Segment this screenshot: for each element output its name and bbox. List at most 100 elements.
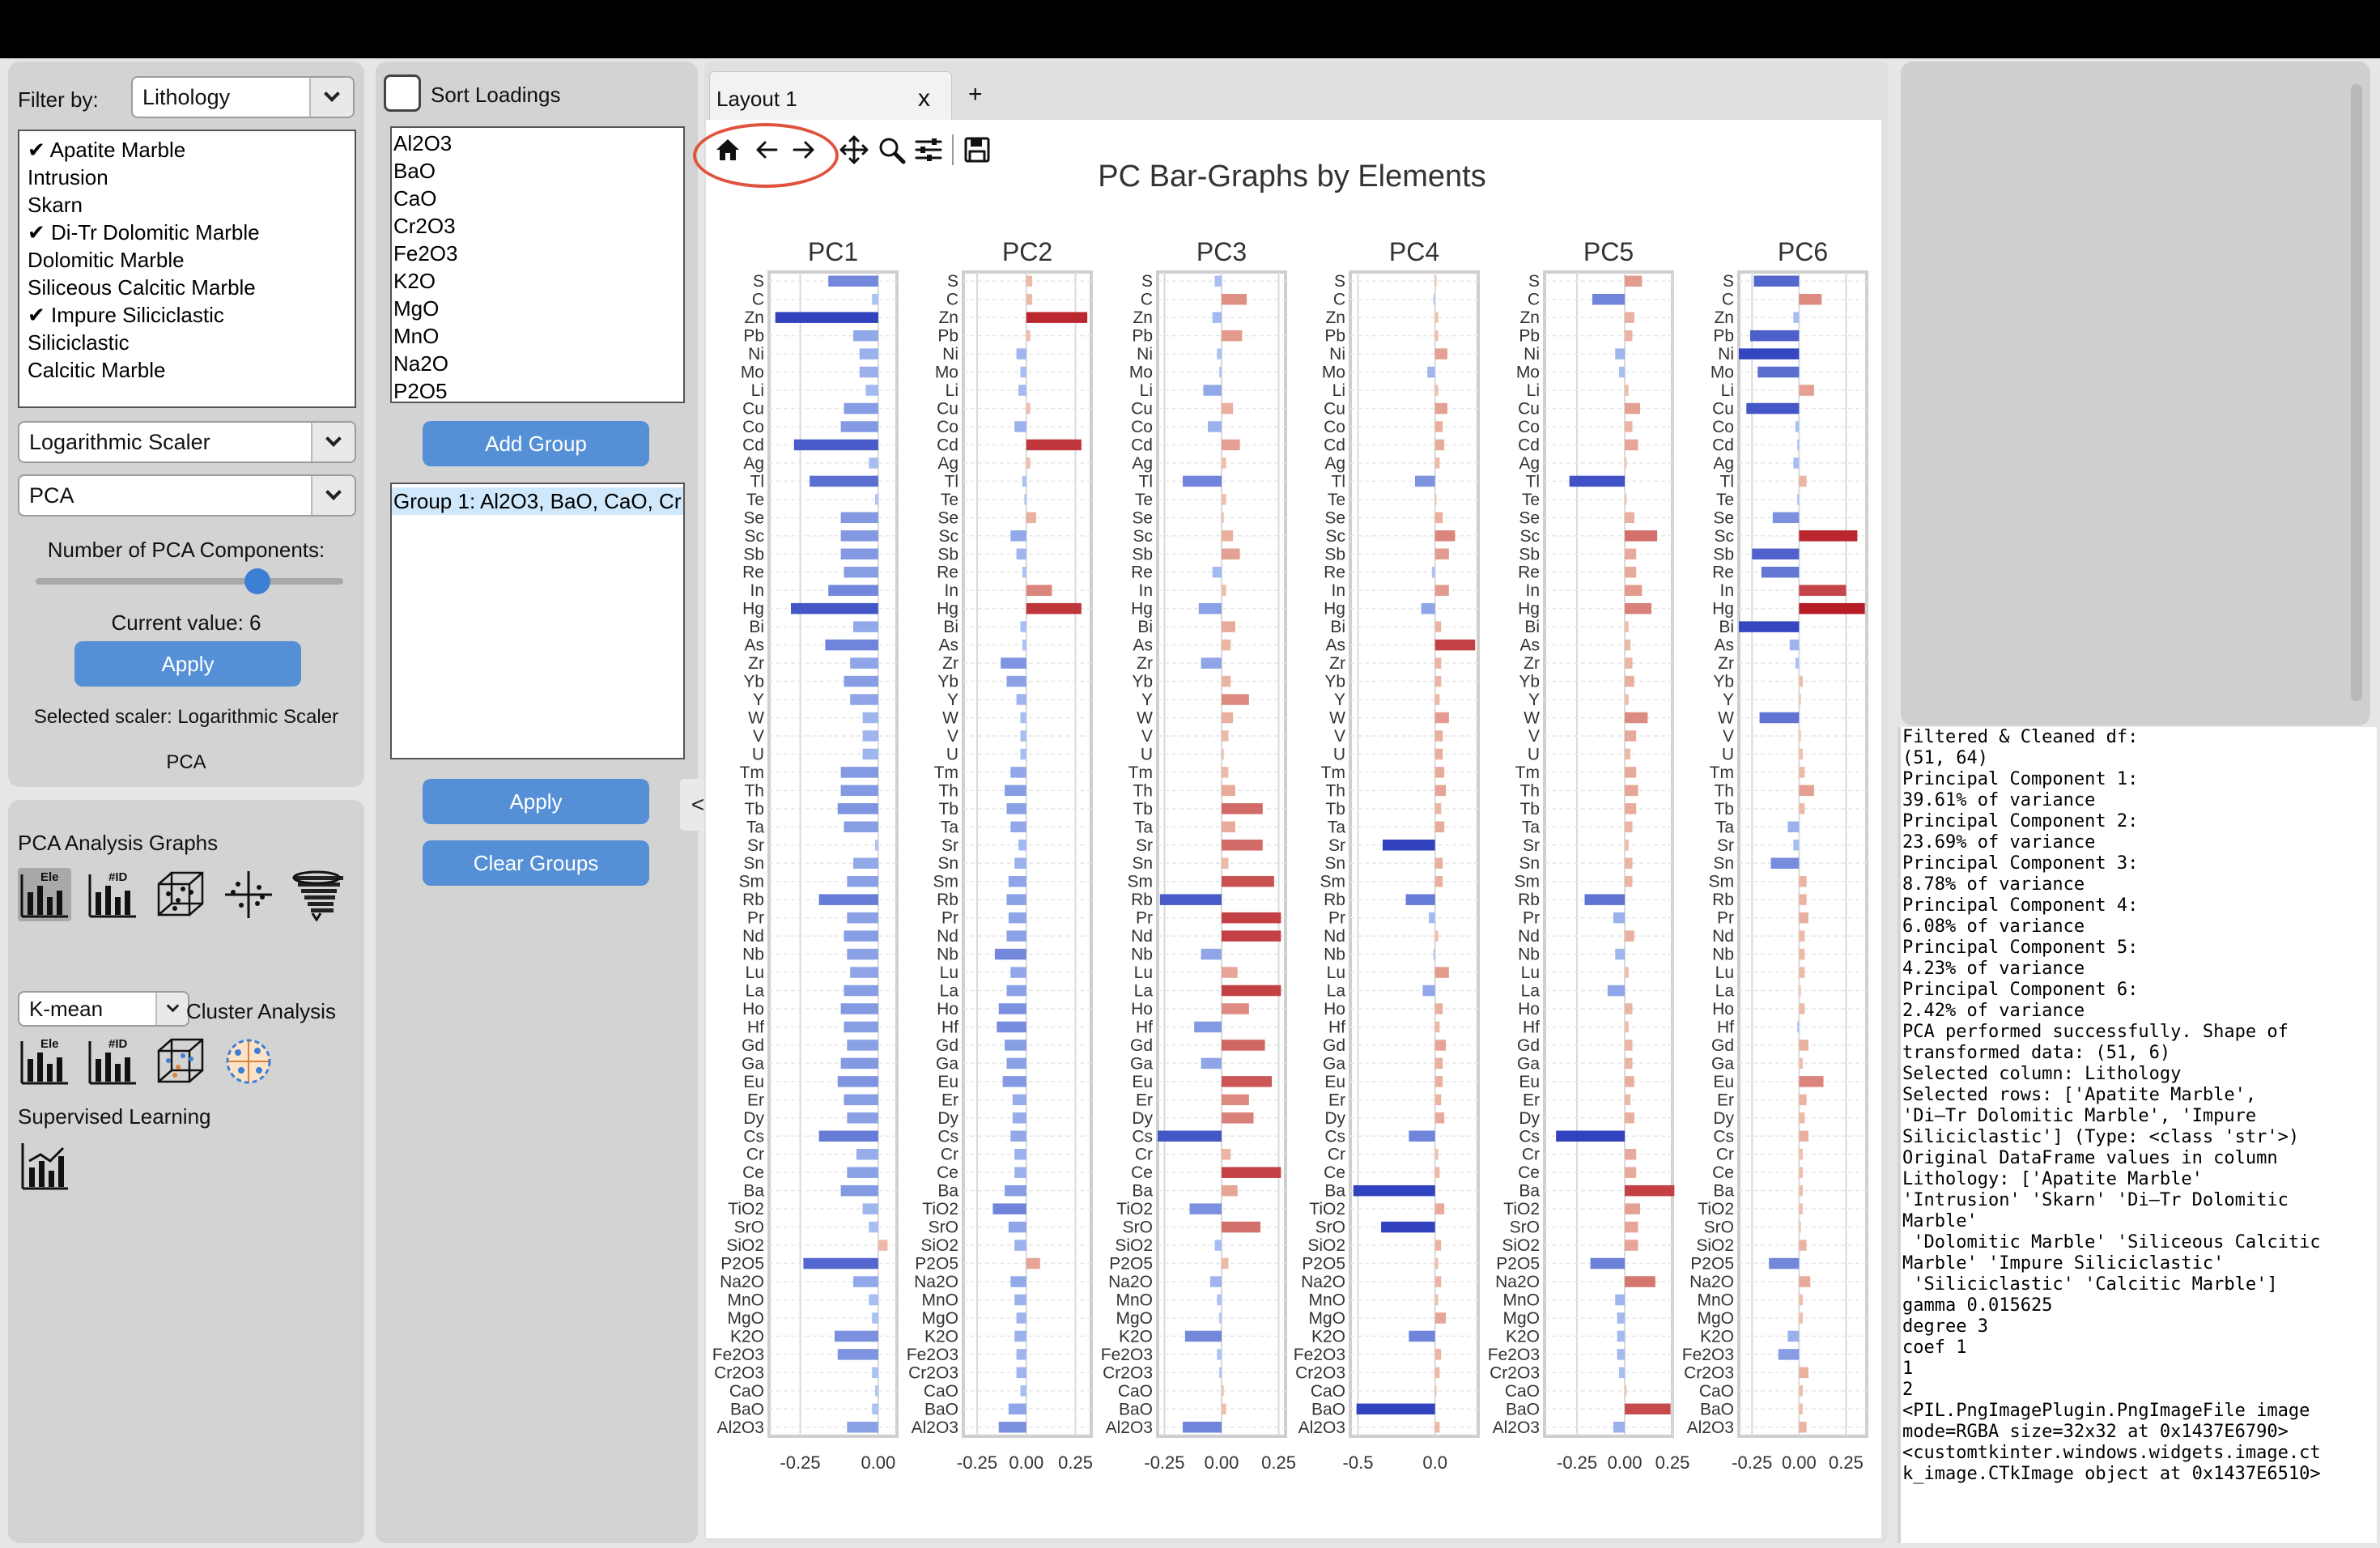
- cluster-cube-icon[interactable]: [154, 1035, 207, 1088]
- filter-select[interactable]: Lithology: [131, 76, 355, 118]
- bar: [1014, 1167, 1026, 1178]
- clear-groups-button[interactable]: Clear Groups: [423, 840, 649, 886]
- add-tab-button[interactable]: +: [968, 81, 983, 108]
- tab-layout-1[interactable]: Layout 1 x: [709, 71, 952, 120]
- bar: [992, 1203, 1026, 1214]
- y-tick-label: Ag: [1324, 454, 1345, 473]
- sort-loadings-checkbox[interactable]: [384, 74, 421, 112]
- right-scrollbar[interactable]: [2351, 84, 2362, 701]
- oxide-item[interactable]: P2O5: [393, 379, 448, 403]
- lithology-item[interactable]: Siliciclastic: [19, 329, 355, 356]
- element-bar-chart-icon[interactable]: Ele: [18, 868, 71, 921]
- y-tick-label: Ga: [1517, 1054, 1540, 1073]
- y-tick-label: Hf: [1136, 1018, 1153, 1036]
- add-group-button[interactable]: Add Group: [423, 421, 649, 466]
- bar: [1799, 694, 1801, 705]
- y-tick-label: Li: [1332, 381, 1345, 400]
- lithology-listbox[interactable]: ✔ Apatite Marble Intrusion Skarn ✔ Di-Tr Do…: [18, 130, 356, 408]
- id-bar-chart-icon[interactable]: #ID: [86, 868, 139, 921]
- bar: [1434, 1257, 1439, 1269]
- lithology-item[interactable]: ✔ Di-Tr Dolomitic Marble: [19, 219, 355, 246]
- y-tick-label: Gd: [1517, 1036, 1540, 1055]
- checkmark-icon: ✔: [28, 220, 52, 245]
- lithology-item[interactable]: Skarn: [19, 191, 355, 219]
- y-tick-label: S: [753, 272, 764, 291]
- chevron-down-icon[interactable]: [311, 476, 355, 515]
- lithology-item[interactable]: ✔ Impure Siliciclastic: [19, 301, 355, 329]
- y-tick-label: Y: [1528, 691, 1540, 709]
- group-listbox[interactable]: Group 1: Al2O3, BaO, CaO, Cr: [390, 483, 685, 759]
- y-tick-label: U: [1333, 745, 1345, 763]
- scatter-cube-icon[interactable]: [154, 868, 207, 921]
- bar: [1222, 530, 1234, 542]
- group-item[interactable]: Group 1: Al2O3, BaO, CaO, Cr: [392, 487, 683, 515]
- tab-close-icon[interactable]: x: [918, 85, 930, 112]
- apply-components-button[interactable]: Apply: [74, 641, 301, 687]
- cluster-id-bar-icon[interactable]: #ID: [86, 1035, 139, 1088]
- y-tick-label: Na2O: [1108, 1273, 1153, 1291]
- oxide-item[interactable]: Na2O: [393, 351, 448, 376]
- scree-tornado-icon[interactable]: [290, 868, 343, 922]
- bar: [998, 1003, 1026, 1014]
- y-tick-label: La: [1521, 982, 1541, 1001]
- components-slider-track[interactable]: [36, 578, 343, 585]
- y-tick-label: Re: [1324, 563, 1345, 582]
- oxide-item[interactable]: K2O: [393, 269, 436, 293]
- lithology-item[interactable]: Siliceous Calcitic Marble: [19, 274, 355, 301]
- lithology-item[interactable]: Dolomitic Marble: [19, 246, 355, 274]
- bar: [1010, 821, 1026, 833]
- biplot-crosshair-icon[interactable]: [222, 868, 275, 921]
- console-line: gamma 0.015625: [1902, 1295, 2053, 1316]
- bar: [1001, 657, 1026, 669]
- bar: [1222, 1040, 1265, 1051]
- chevron-down-icon[interactable]: [311, 423, 355, 461]
- y-tick-label: As: [938, 636, 958, 655]
- subplot-title: PC5: [1583, 237, 1634, 266]
- cluster-element-bar-icon[interactable]: Ele: [18, 1035, 71, 1088]
- oxide-item[interactable]: CaO: [393, 186, 437, 211]
- scaler-select[interactable]: Logarithmic Scaler: [18, 421, 356, 463]
- y-tick-label: Eu: [1713, 1073, 1734, 1091]
- y-tick-label: Eu: [1132, 1073, 1153, 1091]
- lithology-item[interactable]: Calcitic Marble: [19, 356, 355, 384]
- bar: [850, 967, 878, 978]
- chevron-down-icon[interactable]: [155, 993, 188, 1025]
- bar: [1222, 293, 1247, 305]
- oxide-item[interactable]: MnO: [393, 324, 440, 348]
- apply-groups-button[interactable]: Apply: [423, 779, 649, 824]
- lithology-item[interactable]: Intrusion: [19, 164, 355, 191]
- lithology-item[interactable]: ✔ Apatite Marble: [19, 136, 355, 164]
- cluster-select[interactable]: K-mean: [18, 991, 189, 1027]
- bar: [840, 530, 878, 542]
- y-tick-label: Ho: [742, 1000, 764, 1019]
- supervised-chart-icon[interactable]: [18, 1140, 71, 1193]
- y-tick-label: Pr: [1717, 909, 1734, 928]
- oxide-item[interactable]: Al2O3: [393, 131, 453, 155]
- method-select[interactable]: PCA: [18, 474, 356, 517]
- y-tick-label: Hf: [1328, 1018, 1345, 1036]
- y-tick-label: Al2O3: [1106, 1418, 1153, 1437]
- oxide-item[interactable]: MgO: [393, 296, 440, 321]
- pan-icon[interactable]: [835, 131, 873, 168]
- zoom-icon[interactable]: [873, 131, 910, 168]
- bar: [844, 985, 878, 997]
- bar: [1353, 1184, 1435, 1197]
- components-slider-knob[interactable]: [244, 568, 270, 594]
- y-tick-label: W: [1718, 708, 1734, 727]
- oxide-item[interactable]: Fe2O3: [393, 241, 458, 266]
- y-tick-label: In: [1525, 581, 1540, 600]
- filter-panel: Filter by: Lithology ✔ Apatite Marble Int…: [8, 62, 364, 787]
- bar: [1625, 530, 1658, 542]
- chevron-down-icon[interactable]: [309, 78, 353, 117]
- bar: [1189, 1203, 1222, 1214]
- bar: [1752, 548, 1800, 560]
- oxide-listbox[interactable]: Al2O3 BaO CaO Cr2O3 Fe2O3 K2O MgO MnO Na2O P2O5: [390, 126, 685, 403]
- bar: [1020, 621, 1026, 632]
- bar: [1020, 1385, 1026, 1397]
- oxide-item[interactable]: BaO: [393, 159, 436, 183]
- configure-icon[interactable]: [910, 131, 947, 168]
- y-tick-label: Cr2O3: [1295, 1363, 1345, 1382]
- save-icon[interactable]: [958, 131, 996, 168]
- oxide-item[interactable]: Cr2O3: [393, 214, 456, 238]
- cluster-map-icon[interactable]: [222, 1035, 275, 1088]
